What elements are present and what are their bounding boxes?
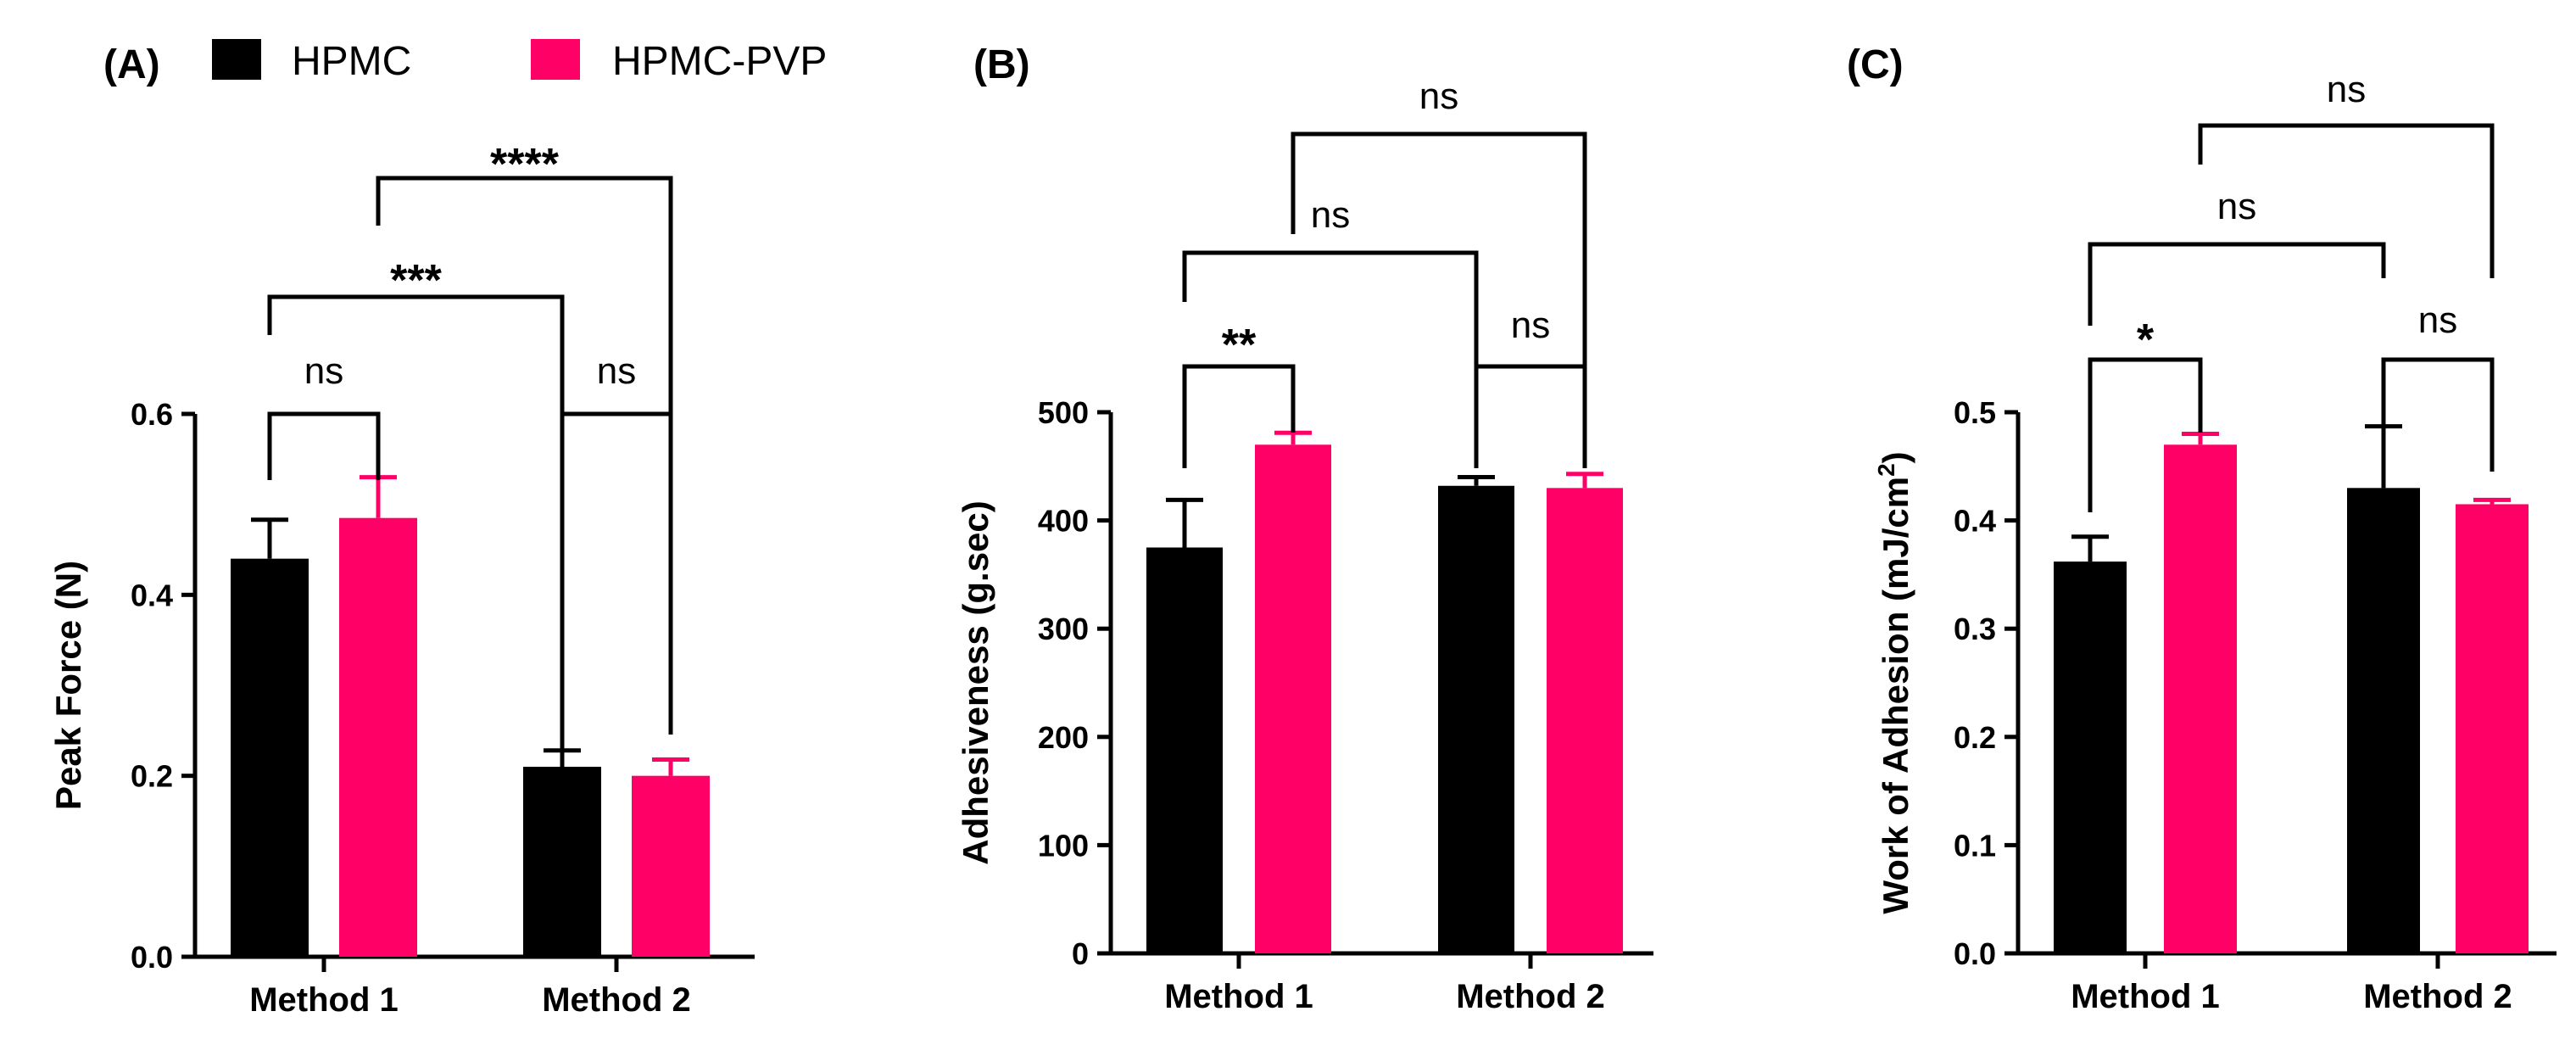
y-axis-label: Peak Force (N) [48,561,88,810]
x-tick-label: Method 2 [542,981,691,1019]
significance-bracket [1182,250,1479,366]
panel-label: (B) [973,42,1030,87]
y-tick-label: 0 [1072,936,1089,971]
y-tick-label: 100 [1038,828,1089,863]
significance-label: ns [1311,194,1350,236]
chart-panel-3: (C) 0.0 0.1 0.2 0.3 0.4 0.5 Method 1 Method 2 Wor… [1847,42,2556,1015]
y-axis-label: Adhesiveness (g.sec) [956,500,995,865]
bar-hpmc-pvp-method-2 [1547,488,1623,953]
y-tick-label: 0.4 [131,578,173,612]
significance-label: **** [490,140,560,189]
significance-label: ns [1419,75,1458,117]
y-tick-label: 0.0 [1954,936,1996,971]
significance-label: ns [1511,305,1550,346]
x-tick-label: Method 1 [1164,978,1313,1015]
y-tick-label: 0.1 [1954,828,1996,863]
bar-hpmc-method-2 [2347,488,2420,953]
bar-hpmc-pvp-method-1 [2164,444,2237,953]
panel-label: (A) [103,42,160,87]
significance-label: ns [2327,69,2366,110]
bar-hpmc-method-1 [1146,547,1223,953]
x-tick-label: Method 2 [1456,978,1605,1015]
significance-label: ns [597,350,636,392]
significance-bracket [376,176,673,709]
bar-hpmc-pvp-method-1 [339,517,417,957]
bar-hpmc-method-1 [231,558,309,957]
significance-bracket [2198,123,2495,278]
x-tick-label: Method 1 [249,981,399,1019]
bar-hpmc-method-1 [2054,562,2127,953]
y-tick-label: 0.0 [131,940,173,975]
significance-bracket [267,411,381,480]
x-tick-label: Method 1 [2071,978,2220,1015]
y-tick-label: 0.2 [131,759,173,794]
significance-bracket [2088,357,2203,512]
significance-bracket [2088,242,2386,326]
y-tick-label: 500 [1038,395,1089,430]
significance-bracket [560,411,673,753]
y-tick-label: 400 [1038,504,1089,539]
x-tick-label: Method 2 [2363,978,2512,1015]
bar-hpmc-pvp-method-2 [632,775,710,957]
significance-bracket [267,294,565,480]
significance-label: * [2137,316,2155,365]
bar-hpmc-method-2 [1438,485,1514,953]
legend-label-hpmc-pvp: HPMC-PVP [612,39,827,84]
y-axis-label: Work of Adhesion (mJ/cm2) [1873,451,1915,914]
significance-label: ns [2418,299,2457,341]
significance-bracket [2381,357,2495,472]
chart-panel-1: (A) 0.0 0.2 0.4 0.6 Method 1 Method 2 Peak Forc… [48,42,755,1019]
significance-label: ns [2217,186,2256,227]
significance-label: ** [1222,321,1257,370]
legend-swatch-hpmc-pvp [531,39,580,80]
y-tick-label: 0.3 [1954,612,1996,646]
bar-hpmc-pvp-method-2 [2456,504,2529,953]
significance-bracket [1182,364,1296,468]
significance-bracket [1474,364,1587,468]
significance-bracket [1291,131,1587,468]
chart-panel-2: (B) 0 100 200 300 400 500 Method 1 Method 2 Adhes… [956,42,1653,1015]
panel-label: (C) [1847,42,1904,87]
legend-label-hpmc: HPMC [292,39,411,84]
legend: HPMC HPMC-PVP [212,39,827,84]
y-tick-label: 0.4 [1954,504,1996,539]
y-tick-label: 0.6 [131,397,173,432]
legend-swatch-hpmc [212,39,261,80]
significance-label: *** [390,256,442,305]
y-tick-label: 0.5 [1954,395,1996,430]
y-tick-label: 200 [1038,720,1089,755]
y-tick-label: 0.2 [1954,720,1996,755]
y-tick-label: 300 [1038,612,1089,646]
bar-hpmc-pvp-method-1 [1255,444,1331,953]
significance-label: ns [304,350,343,392]
bar-hpmc-method-2 [523,767,601,957]
